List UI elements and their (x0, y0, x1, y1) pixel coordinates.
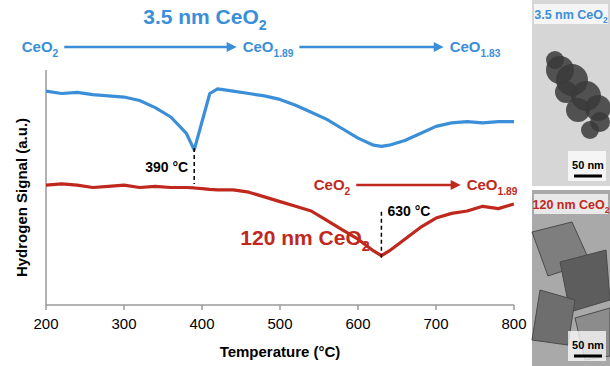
phase-label: CeO1.89 (467, 176, 518, 197)
scale-bar (574, 355, 602, 358)
scale-bar-label: 50 nm (572, 339, 604, 351)
x-tick-label: 400 (189, 315, 214, 332)
x-tick (279, 305, 281, 310)
arrow (299, 46, 435, 49)
panel-label: 3.5 nm CeO2 (534, 8, 608, 25)
image-panel (532, 0, 610, 186)
arrow (64, 46, 228, 49)
y-axis (45, 70, 47, 305)
phase-label: CeO1.83 (450, 38, 501, 59)
series-label: 3.5 nm CeO2 (143, 5, 267, 33)
particle (555, 81, 577, 103)
x-tick-label: 300 (111, 315, 136, 332)
annotation-label: 630 °C (387, 203, 430, 219)
figure: 200 300 400 500 600 700 800 Temperature (°C) Hyd… (0, 0, 610, 366)
scale-bar (574, 175, 602, 178)
phase-label: CeO2 (22, 38, 59, 59)
x-axis-label: Temperature (°C) (220, 343, 341, 360)
series-label: 120 nm CeO2 (240, 226, 369, 254)
label-backdrop (534, 4, 608, 24)
plot-area (46, 89, 514, 256)
x-tick (45, 305, 47, 310)
scale-backdrop (568, 331, 606, 361)
y-axis-label: Hydrogen Signal (a.u.) (13, 118, 30, 277)
panel-label: 120 nm CeO2 (533, 198, 610, 215)
arrow-head (227, 42, 237, 52)
x-tick (123, 305, 125, 310)
arrow (356, 184, 452, 187)
series-line (46, 89, 514, 150)
arrow-head (451, 180, 461, 190)
annotation-label: 390 °C (145, 159, 188, 175)
x-tick-label: 200 (33, 315, 58, 332)
scale-backdrop (568, 151, 606, 181)
phase-label: CeO2 (314, 176, 351, 197)
x-tick (513, 305, 515, 310)
annotation-line (381, 212, 383, 258)
arrow-head (434, 42, 444, 52)
x-tick (357, 305, 359, 310)
x-tick-label: 600 (345, 315, 370, 332)
x-tick (201, 305, 203, 310)
x-tick-label: 700 (423, 315, 448, 332)
x-tick (435, 305, 437, 310)
particle (546, 51, 564, 69)
scale-bar-label: 50 nm (572, 159, 604, 171)
series-line (46, 184, 514, 256)
x-tick-label: 800 (501, 315, 526, 332)
x-tick-label: 500 (267, 315, 292, 332)
image-panel (532, 190, 610, 366)
particle (581, 121, 599, 139)
annotation-line (193, 148, 195, 184)
phase-label: CeO1.89 (243, 38, 294, 59)
